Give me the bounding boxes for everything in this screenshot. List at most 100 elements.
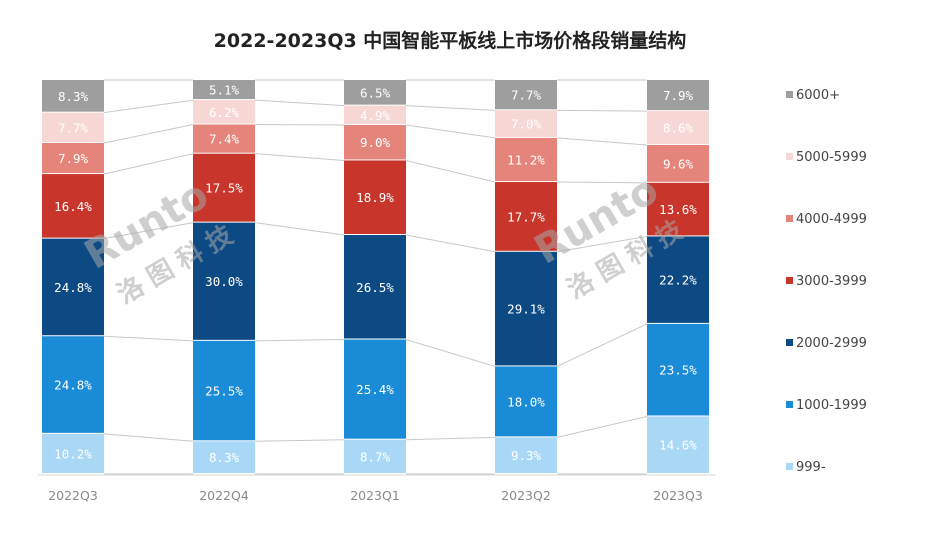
- bar-value-label: 9.0%: [360, 135, 391, 150]
- bar-value-label: 30.0%: [205, 274, 243, 289]
- bar-value-label: 17.7%: [507, 209, 545, 224]
- bar-segment: [344, 124, 406, 160]
- bar-value-label: 4.9%: [360, 108, 391, 123]
- connector-line: [556, 415, 648, 438]
- bar-segment: [344, 234, 406, 339]
- bar-value-label: 14.6%: [659, 438, 697, 453]
- connector-line: [556, 181, 648, 184]
- connector-line: [254, 439, 345, 442]
- bar-value-label: 7.7%: [511, 88, 542, 103]
- bar-segment: [42, 174, 104, 238]
- legend-swatch: [786, 153, 793, 160]
- bar-segment: [495, 251, 557, 366]
- bar-segment: [344, 105, 406, 124]
- bar-segment: [193, 153, 255, 222]
- bar-value-label: 8.7%: [360, 449, 391, 464]
- legend-label: 5000-5999: [796, 150, 867, 165]
- bar-value-label: 29.1%: [507, 302, 545, 317]
- bar-value-label: 7.7%: [58, 120, 89, 135]
- bar-value-label: 23.5%: [659, 363, 697, 378]
- bar-segment: [495, 366, 557, 437]
- bar-segment: [495, 437, 557, 473]
- connector-line: [405, 436, 496, 441]
- bar-segment: [495, 182, 557, 251]
- connector-line: [103, 153, 194, 175]
- connector-line: [405, 124, 496, 139]
- category-label: 2023Q1: [350, 488, 400, 503]
- connector-line: [254, 99, 345, 107]
- bar-value-label: 8.6%: [663, 121, 694, 136]
- bar-segment: [193, 80, 255, 100]
- legend-label: 3000-3999: [796, 274, 867, 289]
- connector-line: [405, 234, 496, 253]
- bar-value-label: 24.8%: [54, 378, 92, 393]
- bar-segment: [193, 222, 255, 340]
- connector-line: [556, 137, 648, 146]
- connector-line: [556, 323, 648, 367]
- bar-value-label: 25.5%: [205, 384, 243, 399]
- connector-line: [254, 153, 345, 161]
- connector-lines: [103, 79, 648, 475]
- bar-value-label: 8.3%: [209, 450, 240, 465]
- bar-value-label: 18.0%: [507, 394, 545, 409]
- bar-segments: 10.2% 24.8% 24.8% 16.4% 7.9% 7.7% 8.3% 8.3% 25.5…: [42, 80, 709, 473]
- bar-value-label: 7.9%: [663, 88, 694, 103]
- bar-segment: [344, 80, 406, 105]
- connector-line: [405, 105, 496, 111]
- connector-line: [103, 335, 194, 342]
- legend-swatch: [786, 91, 793, 98]
- category-label: 2023Q3: [653, 488, 703, 503]
- legend-swatch: [786, 339, 793, 346]
- bar-value-label: 6.5%: [360, 85, 391, 100]
- legend-swatch: [786, 401, 793, 408]
- bar-segment: [42, 80, 104, 112]
- connector-line: [103, 124, 194, 144]
- bar-segment: [647, 145, 709, 182]
- bar-segment: [495, 110, 557, 137]
- legend-swatch: [786, 277, 793, 284]
- connector-line: [254, 222, 345, 236]
- legend: 6000+ 5000-5999 4000-4999 3000-3999 2000-299…: [786, 88, 867, 475]
- bar-segment: [647, 111, 709, 145]
- bar-value-label: 24.8%: [54, 280, 92, 295]
- bar-segment: [42, 433, 104, 473]
- bar-value-label: 17.5%: [205, 181, 243, 196]
- bar-segment: [193, 340, 255, 441]
- category-label: 2022Q4: [199, 488, 249, 503]
- bar-segment: [193, 124, 255, 153]
- bar-value-label: 7.0%: [511, 117, 542, 132]
- bar-value-label: 25.4%: [356, 382, 394, 397]
- chart-title: 2022-2023Q3 中国智能平板线上市场价格段销量结构: [213, 30, 687, 52]
- legend-label: 2000-2999: [796, 336, 867, 351]
- bar-segment: [647, 416, 709, 473]
- bar-value-label: 9.3%: [511, 448, 542, 463]
- bar-segment: [647, 323, 709, 416]
- legend-swatch: [786, 463, 793, 470]
- bar-value-label: 7.9%: [58, 151, 89, 166]
- bar-value-label: 22.2%: [659, 273, 697, 288]
- bar-value-label: 11.2%: [507, 152, 545, 167]
- connector-line: [103, 99, 194, 114]
- bar-value-label: 5.1%: [209, 83, 240, 98]
- connector-line: [405, 159, 496, 183]
- bar-value-label: 18.9%: [356, 190, 394, 205]
- category-labels: 2022Q3 2022Q4 2023Q1 2023Q2 2023Q3: [48, 488, 703, 503]
- bar-segment: [42, 142, 104, 174]
- bar-segment: [647, 182, 709, 236]
- legend-label: 1000-1999: [796, 398, 867, 413]
- bar-segment: [193, 100, 255, 124]
- bar-value-label: 26.5%: [356, 280, 394, 295]
- legend-label: 4000-4999: [796, 212, 867, 227]
- bar-segment: [42, 112, 104, 142]
- legend-label: 999-: [796, 460, 826, 475]
- bar-segment: [495, 137, 557, 182]
- bar-segment: [344, 439, 406, 473]
- connector-line: [405, 339, 496, 367]
- bar-segment: [495, 80, 557, 110]
- bar-value-label: 7.4%: [209, 132, 240, 147]
- legend-label: 6000+: [796, 88, 840, 103]
- legend-swatch: [786, 215, 793, 222]
- bar-segment: [344, 160, 406, 234]
- bar-segment: [344, 339, 406, 439]
